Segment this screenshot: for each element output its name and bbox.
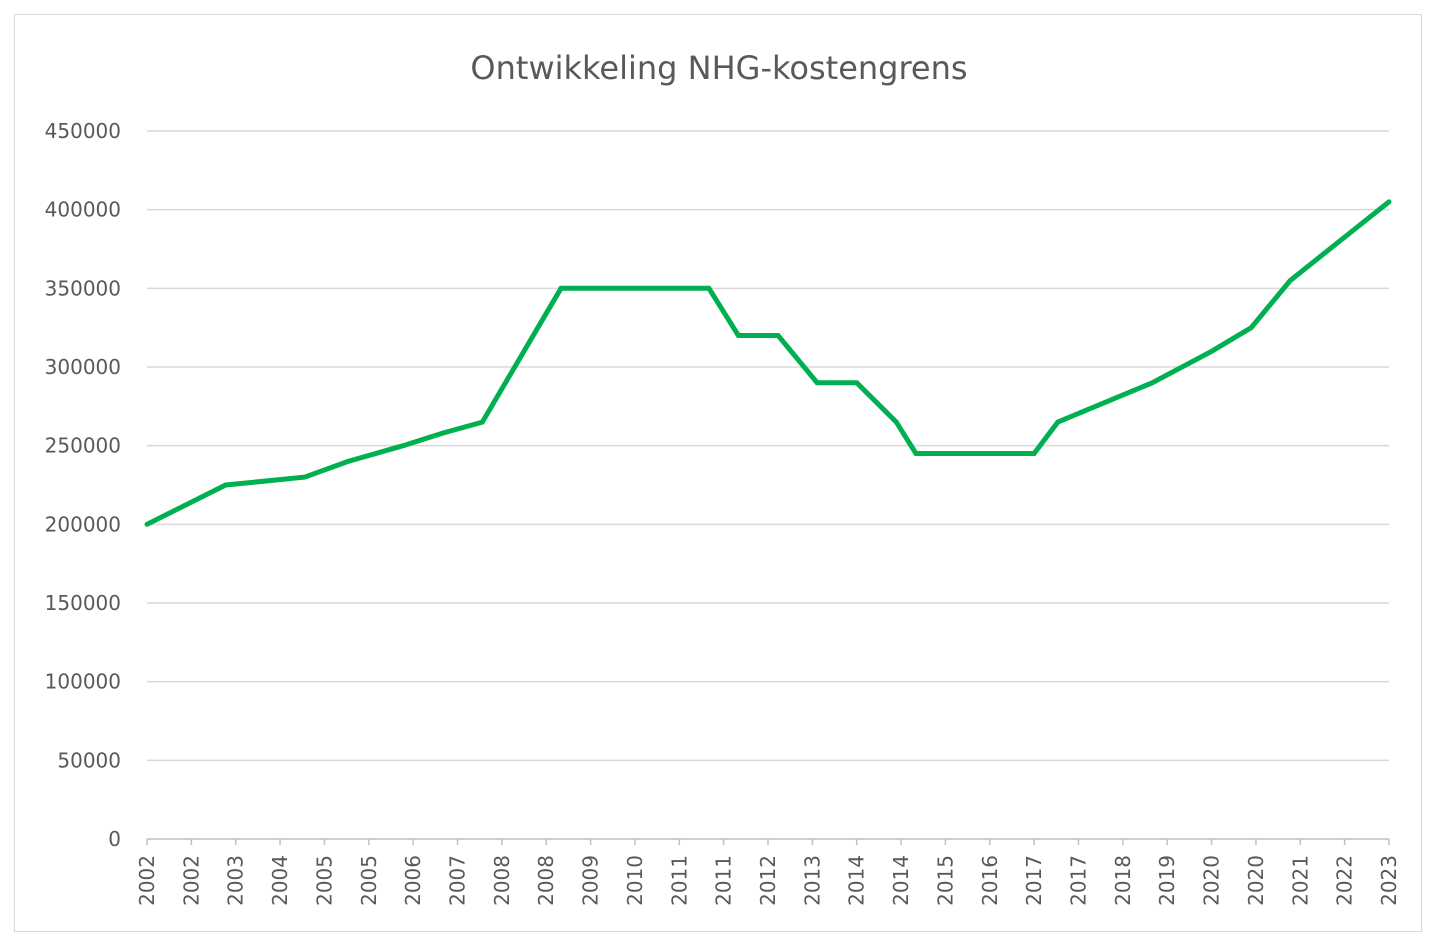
- series-layer: [144, 199, 1392, 527]
- x-tick-label: 2020: [1244, 855, 1268, 906]
- x-tick-label: 2015: [933, 855, 957, 906]
- gridlines: [147, 130, 1389, 840]
- y-tick-label: 150000: [45, 591, 121, 615]
- y-tick-label: 200000: [45, 512, 121, 536]
- y-tick-label: 100000: [45, 670, 121, 694]
- x-tick-label: 2023: [1377, 855, 1401, 906]
- x-tick-label: 2007: [446, 855, 470, 906]
- x-tick-label: 2017: [1022, 855, 1046, 906]
- y-tick-label: 0: [108, 827, 121, 851]
- chart-title: Ontwikkeling NHG-kostengrens: [470, 49, 967, 87]
- x-tick-label: 2009: [579, 855, 603, 906]
- line-chart: Ontwikkeling NHG-kostengrens 0 50000 10000…: [45, 49, 1401, 906]
- x-tick-label: 2021: [1288, 855, 1312, 906]
- x-tick-label: 2002: [179, 855, 203, 906]
- x-tick-label: 2017: [1067, 855, 1091, 906]
- x-tick-label: 2008: [534, 855, 558, 906]
- x-tick-label: 2011: [667, 855, 691, 906]
- x-tick-label: 2020: [1200, 855, 1224, 906]
- x-axis-ticks: 2002 2002 2003 2004 2005 2005 2006 2007 2008 2008…: [135, 839, 1401, 906]
- y-tick-label: 350000: [45, 276, 121, 300]
- x-tick-label: 2022: [1333, 855, 1357, 906]
- x-tick-label: 2005: [357, 855, 381, 906]
- y-axis-ticks: 0 50000 100000 150000 200000 250000 300000 3500…: [45, 119, 121, 851]
- y-tick-label: 50000: [57, 748, 121, 772]
- x-tick-label: 2014: [845, 855, 869, 906]
- series-line: [144, 199, 1392, 527]
- y-tick-label: 250000: [45, 434, 121, 458]
- x-tick-label: 2018: [1111, 855, 1135, 906]
- x-tick-label: 2014: [889, 855, 913, 906]
- x-tick-label: 2006: [401, 855, 425, 906]
- x-tick-label: 2002: [135, 855, 159, 906]
- x-tick-label: 2013: [800, 855, 824, 906]
- x-tick-label: 2003: [224, 855, 248, 906]
- y-tick-label: 400000: [45, 198, 121, 222]
- x-tick-label: 2016: [978, 855, 1002, 906]
- y-tick-label: 300000: [45, 355, 121, 379]
- x-tick-label: 2010: [623, 855, 647, 906]
- x-tick-label: 2019: [1155, 855, 1179, 906]
- x-tick-label: 2011: [712, 855, 736, 906]
- x-tick-label: 2005: [312, 855, 336, 906]
- y-tick-label: 450000: [45, 119, 121, 143]
- x-tick-label: 2008: [490, 855, 514, 906]
- chart-frame: Ontwikkeling NHG-kostengrens 0 50000 10000…: [14, 14, 1422, 932]
- x-tick-label: 2004: [268, 855, 292, 906]
- x-tick-label: 2012: [756, 855, 780, 906]
